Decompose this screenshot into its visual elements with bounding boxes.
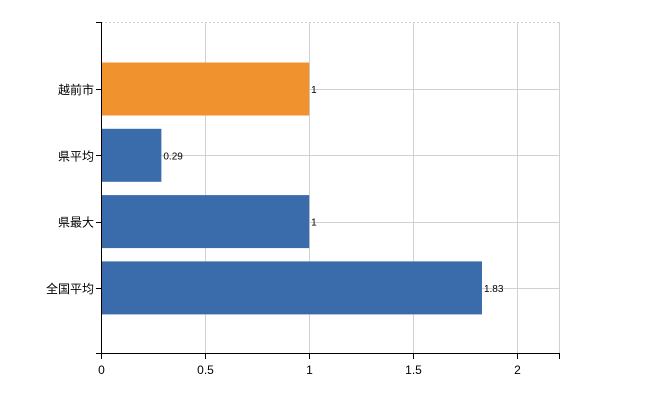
bar (102, 128, 162, 182)
bar (102, 261, 482, 315)
category-label: 越前市 (58, 82, 94, 97)
category-label: 県平均 (58, 149, 94, 163)
x-tick-label: 1 (306, 363, 313, 377)
axes-group (96, 22, 560, 359)
bar (102, 62, 310, 116)
x-tick-label: 0.5 (197, 363, 214, 377)
category-label: 県最大 (58, 216, 94, 230)
labels-group: 1 越前市 0.29 県平均 1 県最大 1.83 全国平均 0 0.5 1 1.5 2 (46, 82, 521, 377)
data-label: 0.29 (163, 151, 183, 162)
x-tick-label: 0 (98, 363, 105, 377)
bars-group (102, 62, 482, 315)
x-tick-label: 2 (514, 363, 521, 377)
data-label: 1 (311, 85, 317, 96)
x-tick-label: 1.5 (405, 363, 422, 377)
data-label: 1.83 (484, 284, 504, 295)
category-label: 全国平均 (46, 281, 94, 296)
bar (102, 195, 310, 249)
data-label: 1 (311, 218, 317, 229)
